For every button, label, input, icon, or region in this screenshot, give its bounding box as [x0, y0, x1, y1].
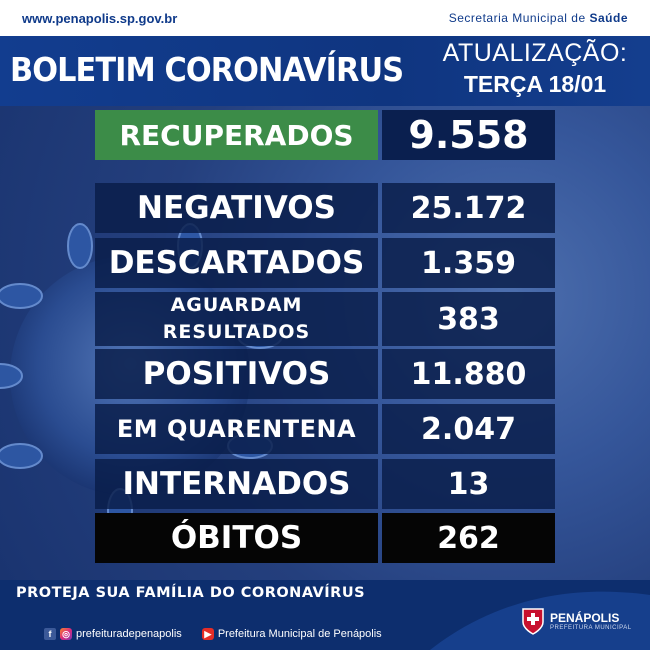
quarantine-label: EM QUARENTENA — [95, 404, 378, 454]
update-date: TERÇA 18/01 — [463, 71, 607, 97]
discarded-label: DESCARTADOS — [95, 238, 378, 288]
top-bar: www.penapolis.sp.gov.br Secretaria Munic… — [0, 0, 650, 36]
logo-sub: PREFEITURA MUNICIPAL — [550, 625, 632, 631]
social-links: f ◎ prefeituradepenapolis ▶ Prefeitura M… — [44, 628, 382, 640]
row-quarantine: EM QUARENTENA 2.047 — [95, 404, 555, 454]
social-handle[interactable]: prefeituradepenapolis — [76, 628, 182, 640]
awaiting-value: 383 — [382, 292, 555, 346]
page-title: BOLETIM CORONAVÍRUS — [10, 50, 404, 89]
logo-name: PENÁPOLIS — [550, 611, 620, 625]
hospitalized-value: 13 — [382, 459, 555, 509]
recovered-label: RECUPERADOS — [95, 110, 378, 160]
website-link[interactable]: www.penapolis.sp.gov.br — [22, 10, 178, 26]
awaiting-label: AGUARDAM RESULTADOS — [95, 292, 378, 346]
row-negatives: NEGATIVOS 25.172 — [95, 183, 555, 233]
row-positives: POSITIVOS 11.880 — [95, 349, 555, 399]
city-logo: PENÁPOLIS PREFEITURA MUNICIPAL — [520, 598, 640, 644]
department-label: Secretaria Municipal de Saúde — [449, 11, 628, 25]
department-prefix: Secretaria Municipal de — [448, 11, 586, 25]
positives-value: 11.880 — [382, 349, 555, 399]
facebook-icon[interactable]: f — [44, 628, 56, 640]
deaths-label: ÓBITOS — [95, 513, 378, 563]
footer-slogan: PROTEJA SUA FAMÍLIA DO CORONAVÍRUS — [16, 585, 366, 601]
positives-label: POSITIVOS — [95, 349, 378, 399]
row-discarded: DESCARTADOS 1.359 — [95, 238, 555, 288]
awaiting-label-line2: RESULTADOS — [162, 321, 311, 343]
negatives-label: NEGATIVOS — [95, 183, 378, 233]
row-hospitalized: INTERNADOS 13 — [95, 459, 555, 509]
department-name: Saúde — [589, 11, 628, 25]
youtube-channel[interactable]: Prefeitura Municipal de Penápolis — [217, 628, 382, 640]
quarantine-value: 2.047 — [382, 404, 555, 454]
city-crest-icon — [522, 608, 544, 635]
row-recovered: RECUPERADOS 9.558 — [95, 110, 555, 160]
negatives-value: 25.172 — [382, 183, 555, 233]
youtube-icon[interactable]: ▶ — [201, 628, 214, 640]
hospitalized-label: INTERNADOS — [95, 459, 378, 509]
awaiting-label-line1: AGUARDAM — [170, 294, 303, 316]
deaths-value: 262 — [382, 513, 555, 563]
update-label: ATUALIZAÇÃO: — [442, 39, 628, 67]
instagram-icon[interactable]: ◎ — [60, 628, 72, 640]
recovered-value: 9.558 — [382, 110, 555, 160]
discarded-value: 1.359 — [382, 238, 555, 288]
row-deaths: ÓBITOS 262 — [95, 513, 555, 563]
logo-text: PENÁPOLIS PREFEITURA MUNICIPAL — [550, 611, 632, 631]
header-band — [0, 36, 650, 106]
row-awaiting: AGUARDAM RESULTADOS 383 — [95, 292, 555, 346]
